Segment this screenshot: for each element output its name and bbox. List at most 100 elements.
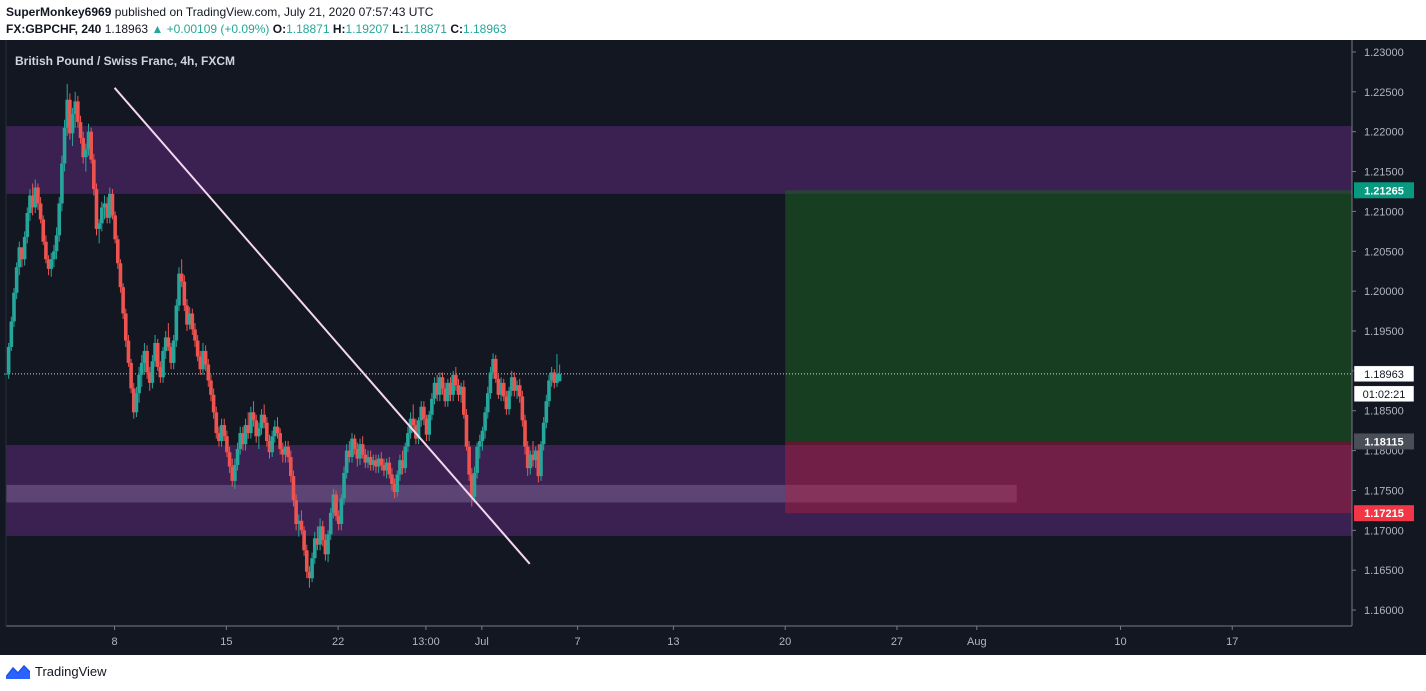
price-tick-label: 1.23000	[1364, 47, 1404, 59]
candle-body	[307, 571, 312, 579]
candle-body	[541, 422, 546, 445]
candle-body	[464, 414, 469, 447]
candle-body	[108, 193, 112, 218]
time-tick-label: 13	[667, 636, 679, 648]
candle-body	[416, 420, 421, 439]
candle-body	[459, 386, 463, 395]
price-label-box-target	[1354, 182, 1414, 199]
candle-body	[126, 340, 131, 363]
candle-body	[400, 460, 405, 469]
candle-body	[145, 350, 149, 373]
candle-body	[190, 313, 195, 330]
price-tick-label: 1.22000	[1364, 127, 1404, 139]
candle-body	[65, 99, 70, 128]
price-tick-label: 1.16500	[1364, 565, 1404, 577]
price-label-stop: 1.17215	[1364, 508, 1404, 520]
time-tick-label: 10	[1114, 636, 1126, 648]
candle-body	[163, 337, 168, 351]
candle-body	[438, 377, 442, 395]
candle-body	[52, 251, 56, 260]
time-tick-label: 27	[891, 636, 903, 648]
candle-body	[161, 350, 165, 378]
candle-body	[352, 438, 357, 450]
candle-body	[446, 382, 450, 402]
candle-body	[318, 526, 322, 545]
candle-body	[57, 203, 62, 236]
price-tick-label: 1.20000	[1364, 286, 1404, 298]
candle-body	[68, 99, 72, 134]
candle-body	[382, 464, 386, 471]
candle-body	[315, 538, 320, 545]
candle-body	[368, 456, 373, 465]
support-band[interactable]	[6, 484, 1017, 503]
candle-body	[395, 474, 400, 493]
candle-body	[320, 526, 325, 540]
candle-body	[187, 313, 192, 325]
candle-body	[334, 494, 338, 516]
candle-body	[462, 386, 466, 415]
time-tick-label: 22	[332, 636, 344, 648]
candle-body	[539, 444, 543, 477]
candle-body	[328, 512, 333, 535]
candle-body	[523, 420, 527, 447]
price-tick-label: 1.18500	[1364, 406, 1404, 418]
candle-body	[257, 428, 261, 437]
candle-body	[509, 377, 514, 391]
price-label-last: 1.18963	[1364, 369, 1404, 381]
last-price: 1.18963	[104, 22, 149, 36]
tradingview-logo-icon	[6, 664, 30, 679]
open-value: 1.18871	[286, 22, 330, 36]
candle-body	[283, 446, 288, 455]
candle-body	[549, 372, 554, 381]
candle-body	[499, 382, 503, 395]
candle-body	[118, 263, 123, 288]
candle-body	[323, 539, 328, 555]
candle-body	[84, 149, 88, 158]
candle-body	[427, 414, 432, 435]
candle-body	[139, 362, 144, 375]
price-tick-label: 1.22500	[1364, 87, 1404, 99]
time-axis[interactable]: 8 15 22 13:00 Jul 7 13 20 27 Aug 10 17	[112, 626, 1239, 648]
candle-body	[206, 364, 211, 381]
candle-body	[533, 450, 538, 461]
stop-zone[interactable]	[785, 441, 1352, 514]
candle-body	[14, 267, 19, 293]
candle-body	[366, 456, 370, 463]
candle-body	[440, 377, 445, 389]
tradingview-brand[interactable]: TradingView	[6, 664, 107, 679]
target-zone[interactable]	[785, 190, 1352, 442]
candle-body	[28, 195, 32, 214]
price-label-box-countdown	[1353, 385, 1415, 403]
candle-body	[129, 362, 133, 389]
close-value: 1.18963	[462, 22, 507, 36]
supply-zone[interactable]	[6, 126, 1352, 194]
author-name[interactable]: SuperMonkey6969	[6, 5, 112, 19]
ohlc-line: FX:GBPCHF, 240 1.18963 ▲ +0.00109 (+0.09…	[6, 22, 506, 36]
candle-body	[278, 433, 282, 450]
candle-body	[100, 207, 104, 224]
candle-body	[94, 189, 99, 229]
candle-body	[137, 374, 141, 394]
candle-body	[536, 450, 541, 477]
candle-body	[331, 494, 336, 513]
candle-body	[528, 454, 533, 469]
candle-body	[22, 236, 27, 260]
candle-body	[115, 239, 120, 264]
candle-body	[155, 342, 160, 367]
candle-body	[174, 305, 179, 341]
candle-body	[525, 446, 530, 469]
time-tick-label: Aug	[967, 636, 987, 648]
candle-body	[233, 464, 237, 481]
trendline[interactable]	[113, 87, 531, 565]
candle-body	[33, 187, 38, 208]
candle-body	[270, 436, 274, 453]
candle-body	[219, 425, 224, 442]
candle-body	[342, 472, 346, 499]
candlestick-chart[interactable]: 1.160001.165001.170001.175001.180001.185…	[0, 40, 1426, 655]
candle-body	[326, 534, 330, 555]
time-tick-label: 20	[779, 636, 791, 648]
candle-body	[432, 382, 437, 399]
candle-body	[150, 361, 155, 383]
price-tick-label: 1.21500	[1364, 167, 1404, 179]
time-tick-label: 15	[220, 636, 232, 648]
